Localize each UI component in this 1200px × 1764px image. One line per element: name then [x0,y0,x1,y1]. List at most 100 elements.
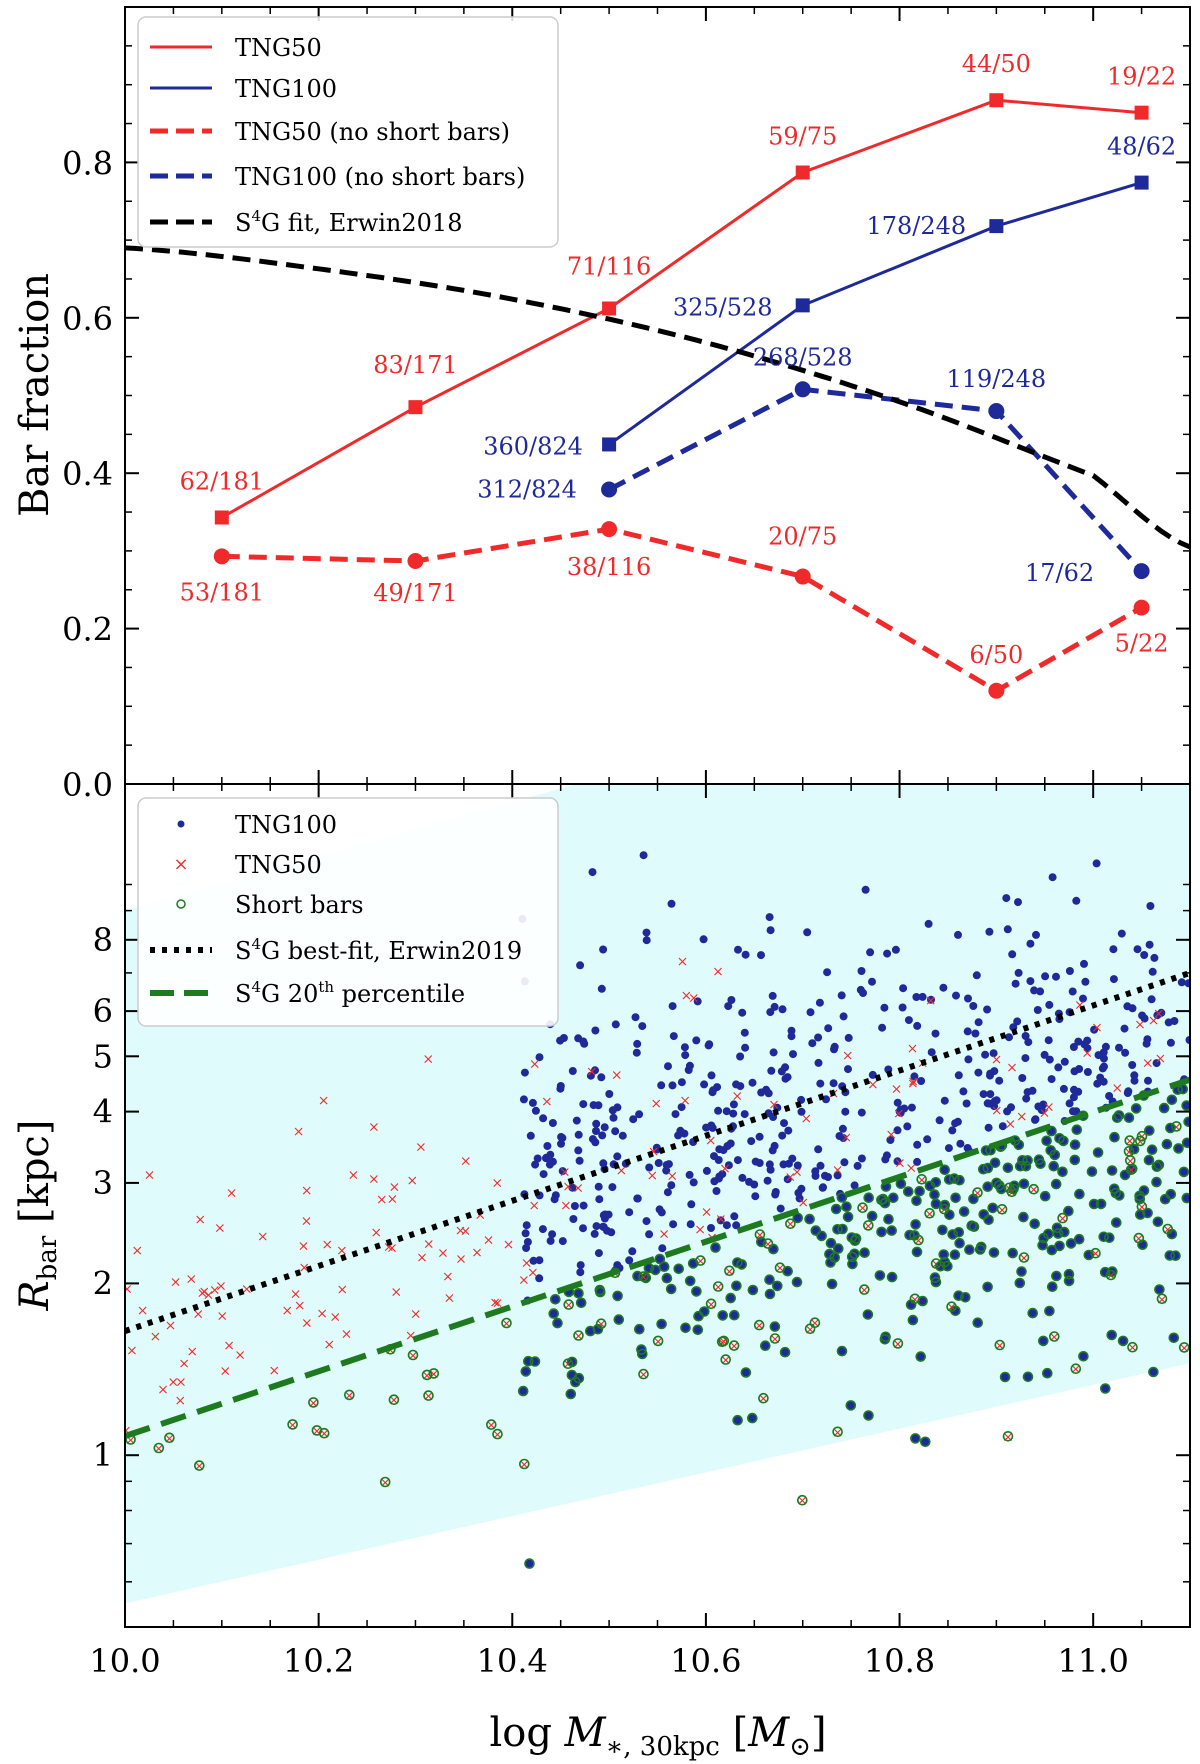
tng50-point: × [178,1356,190,1372]
tng100-point [736,1052,745,1061]
short-bar-point [764,1274,775,1285]
tng50-point: × [388,1393,400,1409]
tng100-point [1124,1087,1133,1096]
tng50-point: × [991,1103,1003,1119]
short-bar-point [1181,1192,1190,1204]
tng50-point: × [379,1475,391,1491]
tng100-point [883,949,892,958]
short-bar-point [428,1368,440,1379]
tng100-point [840,1158,849,1167]
short-bar-point [522,1355,534,1367]
tng50-point: × [192,1307,204,1323]
short-bar-point [311,1425,323,1436]
short-bar-point [836,1192,848,1203]
tng100-point [546,1150,555,1159]
tng100-point [687,1200,696,1209]
tng50-point: × [679,1093,691,1109]
tng50-point: × [387,1191,399,1207]
tng100-point [1072,896,1081,905]
tng100-point [677,1078,686,1087]
tng100-point [963,1144,972,1152]
tng100-point [531,1160,540,1169]
tng50-point: × [126,1343,138,1359]
tng100-point [913,1157,922,1166]
tng100-point [572,1116,581,1125]
short-bar-point [732,1414,743,1426]
short-bar-point [520,1366,532,1377]
short-bar-point [1065,1238,1077,1249]
short-bar-point [913,1234,924,1246]
tng100-point [608,1183,617,1192]
tng50-point: × [1125,1163,1137,1179]
tng50-point: × [595,1317,607,1333]
tng100-point [766,926,775,935]
short-bar-point [1161,1138,1173,1150]
s4g-20th-percentile-line [125,1076,1190,1439]
tng100-point [614,1315,623,1324]
tng50-point: × [731,1089,743,1105]
tng100-point [729,1100,738,1109]
tng100-point [838,1347,846,1356]
tng100-point [864,1411,873,1420]
short-bar-point [1104,1232,1115,1243]
tng50-point: × [719,1161,731,1177]
x-tick-label: 10.8 [864,1642,935,1680]
tng50-point: × [343,1388,355,1404]
tng100-point [848,1260,857,1268]
short-bar-point [720,1354,732,1365]
tng100-point [868,977,876,986]
short-bar-point [584,1325,596,1337]
data-label: 44/50 [962,50,1031,78]
short-bar-point [1071,1124,1083,1135]
tng100-point [1117,929,1126,938]
tng100-point [1047,1246,1056,1255]
tng50-point: × [909,1292,921,1308]
tng100-point [712,1187,721,1195]
tng100-point [635,1325,644,1334]
circle-marker [601,521,618,538]
tng50-point: × [1124,1134,1136,1150]
short-bar-point [716,1336,728,1348]
tng50-point: × [728,1339,740,1355]
short-bar-point [575,1297,587,1309]
tng100-point [1080,959,1088,968]
tng100-point [662,1274,671,1283]
tng100-point [605,1090,614,1098]
tng100-point [1070,1085,1078,1094]
tng100-point [880,1003,889,1012]
short-bar-point [1134,1190,1145,1202]
tng100-point [911,1220,920,1229]
tng100-point [551,1191,560,1200]
tng50-point: × [1153,1006,1165,1022]
short-bar-point [1136,1130,1148,1142]
short-bar-point [287,1419,298,1430]
short-bar-point [1049,1331,1060,1342]
tng100-point [1065,967,1074,975]
tng100-point [924,919,933,928]
short-bar-point [712,1281,724,1292]
tng100-point [762,1085,771,1094]
short-bar-point [1127,1341,1138,1353]
circle-marker [1133,563,1150,580]
short-bar-point [1063,1205,1074,1217]
short-bar-point [1057,1212,1068,1224]
tng100-point [779,1160,788,1169]
tng100-point [1097,1199,1106,1208]
short-bar-point [938,1203,950,1215]
tng100-point [1070,1067,1079,1076]
tng50-point: × [720,1353,732,1369]
short-bar-point [661,1272,673,1284]
tng50-point: × [563,1298,575,1314]
tng100-line [608,181,1143,446]
short-bar-point [948,1173,960,1184]
short-bar-point [1052,1228,1064,1239]
tng50-point: × [165,1318,177,1334]
tng100-point [642,1217,651,1226]
tng50-point: × [681,988,693,1004]
tng100-point [722,1107,731,1116]
tng100-point [692,1287,701,1296]
tng50-point: × [521,1256,533,1272]
short-bar-point [407,1349,419,1361]
tng100-point [715,1172,724,1181]
tng100-point [1069,1093,1078,1102]
